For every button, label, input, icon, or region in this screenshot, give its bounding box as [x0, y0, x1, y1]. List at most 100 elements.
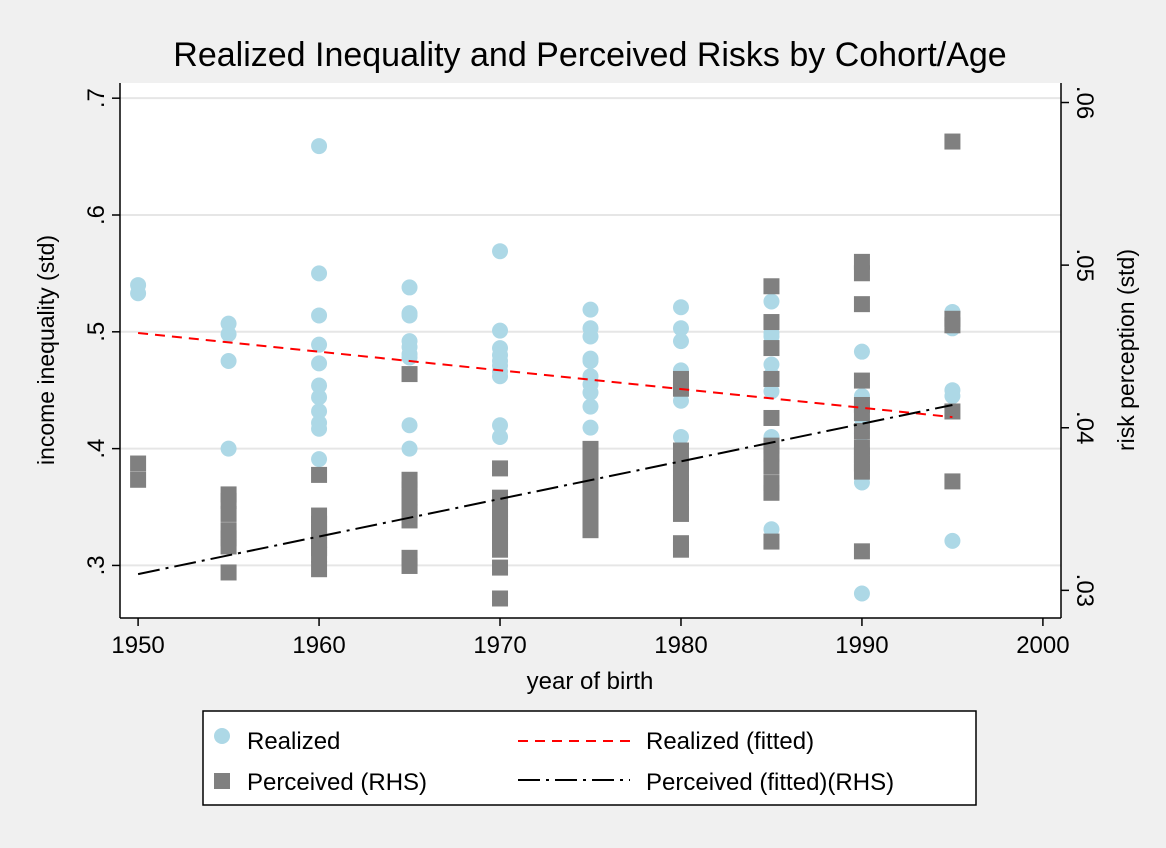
y2-tick-label-3: .06	[1071, 86, 1098, 119]
perceived-point	[944, 403, 961, 420]
perceived-point	[130, 455, 147, 472]
perceived-point	[853, 463, 870, 480]
realized-point	[401, 279, 418, 296]
realized-point	[853, 343, 870, 360]
perceived-point	[853, 422, 870, 439]
perceived-point	[763, 445, 780, 462]
realized-point	[401, 307, 418, 324]
realized-point	[582, 353, 599, 370]
chart-title: Realized Inequality and Perceived Risks …	[173, 36, 1006, 74]
realized-point	[672, 320, 689, 337]
x-axis-label: year of birth	[527, 668, 654, 695]
legend-marker-realized	[214, 728, 230, 744]
legend-label-realized: Realized	[247, 728, 340, 755]
perceived-point	[672, 505, 689, 522]
perceived-point	[311, 466, 328, 483]
perceived-point	[763, 458, 780, 475]
perceived-point	[220, 505, 237, 522]
axis-ticks: 1950 1960 1970 1980 1990 2000 .3 .4 .5 .6 .7 .03 .04…	[83, 86, 1098, 659]
perceived-point	[220, 492, 237, 509]
realized-point	[311, 377, 328, 394]
perceived-point	[220, 538, 237, 555]
perceived-point	[763, 484, 780, 501]
realized-point	[401, 417, 418, 434]
perceived-point	[853, 372, 870, 389]
realized-point	[220, 326, 237, 343]
perceived-point	[492, 460, 509, 477]
legend-label-realized-fitted: Realized (fitted)	[646, 728, 814, 755]
perceived-fitted-line	[137, 403, 953, 576]
perceived-point	[401, 366, 418, 383]
y2-tick-label-0: .03	[1071, 574, 1098, 607]
y2-tick-label-2: .05	[1071, 248, 1098, 281]
perceived-point	[763, 370, 780, 387]
realized-point	[492, 368, 509, 385]
y-axis-label: income inequality (std)	[33, 235, 59, 465]
y-tick-label-2: .5	[83, 322, 110, 342]
realized-point	[582, 419, 599, 436]
realized-point	[311, 420, 328, 437]
x-tick-label-0: 1950	[111, 632, 164, 659]
y-tick-label-0: .3	[83, 555, 110, 575]
legend-marker-perceived	[214, 773, 230, 789]
perceived-point	[492, 590, 509, 607]
realized-point	[311, 403, 328, 420]
series-layer	[130, 133, 961, 607]
realized-point	[944, 532, 961, 549]
realized-point	[311, 451, 328, 468]
perceived-point	[492, 541, 509, 558]
y2-axis-label: risk perception (std)	[1113, 249, 1139, 451]
perceived-point	[582, 475, 599, 492]
x-tick-label-1: 1960	[292, 632, 345, 659]
realized-point	[672, 299, 689, 316]
realized-point	[672, 428, 689, 445]
perceived-point	[763, 278, 780, 295]
y-tick-label-1: .4	[83, 439, 110, 459]
realized-point	[944, 388, 961, 405]
perceived-point	[130, 471, 147, 488]
realized-point	[763, 383, 780, 400]
y-tick-label-3: .6	[83, 205, 110, 225]
realized-point	[311, 138, 328, 155]
perceived-point	[401, 557, 418, 574]
realized-point	[492, 417, 509, 434]
realized-point	[311, 389, 328, 406]
axes	[119, 83, 1062, 619]
perceived-point	[853, 265, 870, 282]
realized-point	[672, 392, 689, 409]
legend-box	[202, 710, 977, 806]
x-tick-label-2: 1970	[473, 632, 526, 659]
perceived-point	[944, 133, 961, 150]
realized-point	[401, 440, 418, 457]
perceived-point	[763, 340, 780, 357]
y-tick-label-4: .7	[83, 88, 110, 108]
realized-point	[130, 285, 147, 302]
realized-point	[492, 243, 509, 260]
perceived-point	[492, 559, 509, 576]
realized-point	[401, 349, 418, 366]
realized-point	[582, 398, 599, 415]
realized-point	[220, 353, 237, 370]
realized-point	[311, 355, 328, 372]
realized-point	[582, 301, 599, 318]
realized-fitted-line	[137, 331, 953, 419]
legend-label-perceived-fitted: Perceived (fitted)(RHS)	[646, 769, 894, 796]
realized-point	[672, 333, 689, 350]
realized-point	[763, 521, 780, 538]
realized-point	[311, 265, 328, 282]
legend: Realized Perceived (RHS) Realized (fitte…	[202, 710, 977, 806]
perceived-point	[311, 546, 328, 563]
perceived-point	[672, 442, 689, 459]
perceived-point	[763, 314, 780, 331]
perceived-point	[582, 522, 599, 539]
perceived-point	[401, 512, 418, 529]
perceived-point	[944, 473, 961, 490]
realized-point	[220, 440, 237, 457]
realized-point	[582, 384, 599, 401]
realized-point	[311, 307, 328, 324]
perceived-point	[853, 296, 870, 313]
perceived-point	[853, 543, 870, 560]
realized-point	[853, 585, 870, 602]
realized-point	[311, 336, 328, 353]
